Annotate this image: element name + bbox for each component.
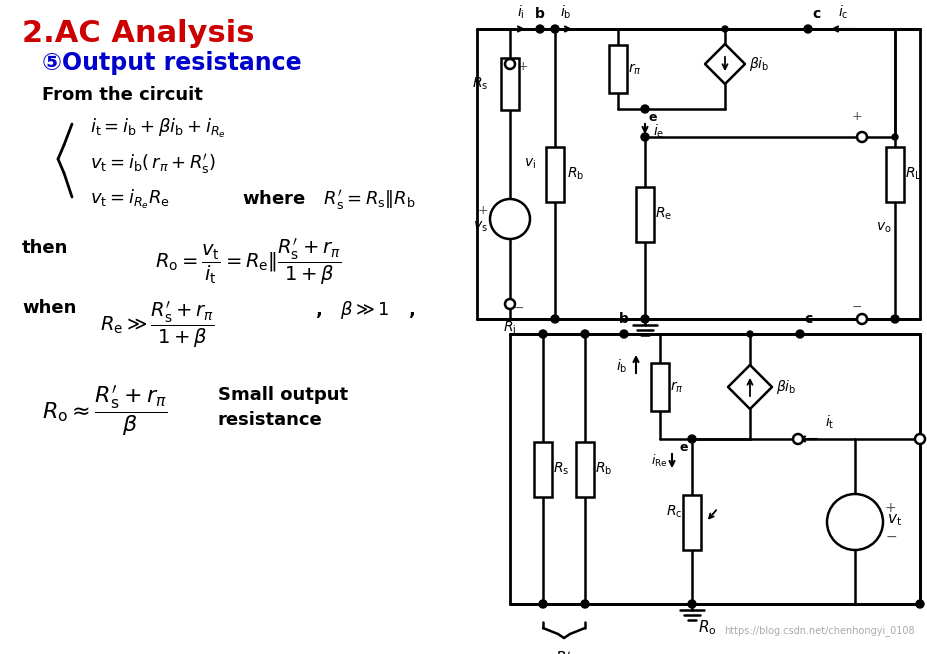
Polygon shape xyxy=(705,44,745,84)
Circle shape xyxy=(747,331,753,337)
Circle shape xyxy=(641,315,649,323)
Text: +: + xyxy=(477,205,488,218)
Bar xyxy=(534,441,552,496)
Circle shape xyxy=(688,435,696,443)
Text: then: then xyxy=(22,239,69,257)
Text: +: + xyxy=(852,110,862,123)
Circle shape xyxy=(490,199,530,239)
Bar xyxy=(609,45,627,93)
Circle shape xyxy=(916,435,924,443)
Text: b: b xyxy=(619,312,629,326)
Text: $i_{\mathrm{t}}$: $i_{\mathrm{t}}$ xyxy=(825,413,834,431)
Text: $r_{\pi}$: $r_{\pi}$ xyxy=(628,61,641,77)
Bar xyxy=(576,441,594,496)
Circle shape xyxy=(505,59,515,69)
Text: From the circuit: From the circuit xyxy=(42,86,203,104)
Text: $i_{\mathrm{i}}$: $i_{\mathrm{i}}$ xyxy=(517,4,525,21)
Text: 2.AC Analysis: 2.AC Analysis xyxy=(22,19,255,48)
Text: c: c xyxy=(812,7,820,21)
Text: $v_{\mathrm{t}}$: $v_{\mathrm{t}}$ xyxy=(887,512,902,528)
Bar xyxy=(886,146,904,201)
Text: $R_{\mathrm{b}}$: $R_{\mathrm{b}}$ xyxy=(567,166,584,182)
Text: $R_{\mathrm{o}} = \dfrac{v_{\mathrm{t}}}{i_{\mathrm{t}}} = R_{\mathrm{e}} \| \df: $R_{\mathrm{o}} = \dfrac{v_{\mathrm{t}}}… xyxy=(155,236,341,286)
Text: $v_{\mathrm{t}} = i_{\mathrm{b}}(\, r_{\pi} + R_{\mathrm{s}}^{\prime})$: $v_{\mathrm{t}} = i_{\mathrm{b}}(\, r_{\… xyxy=(90,152,216,176)
Text: $i_{\mathrm{t}} = i_{\mathrm{b}} + \beta i_{\mathrm{b}} + i_{R_e}$: $i_{\mathrm{t}} = i_{\mathrm{b}} + \beta… xyxy=(90,117,226,140)
Circle shape xyxy=(915,434,925,444)
Bar xyxy=(501,58,519,110)
Text: $v_{\mathrm{o}}$: $v_{\mathrm{o}}$ xyxy=(876,221,892,235)
Bar xyxy=(651,363,669,411)
Text: e: e xyxy=(679,441,688,454)
Text: $R_{\mathrm{s}}$: $R_{\mathrm{s}}$ xyxy=(472,76,488,92)
Circle shape xyxy=(641,133,649,141)
Circle shape xyxy=(827,494,883,550)
Text: c: c xyxy=(804,312,812,326)
Text: $-$: $-$ xyxy=(885,529,897,543)
Text: $v_{\mathrm{s}}$: $v_{\mathrm{s}}$ xyxy=(473,220,488,234)
Text: Small output
resistance: Small output resistance xyxy=(218,386,349,429)
Text: $R_{\mathrm{c}}$: $R_{\mathrm{c}}$ xyxy=(666,504,682,520)
Text: $-$: $-$ xyxy=(851,300,862,313)
Text: $R_{\mathrm{o}} \approx \dfrac{R_{\mathrm{s}}^{\prime} + r_{\pi}}{\beta}$: $R_{\mathrm{o}} \approx \dfrac{R_{\mathr… xyxy=(42,384,168,438)
Text: https://blog.csdn.net/chenhongyi_0108: https://blog.csdn.net/chenhongyi_0108 xyxy=(724,625,915,636)
Text: $R_{\mathrm{b}}$: $R_{\mathrm{b}}$ xyxy=(595,461,613,477)
Circle shape xyxy=(722,26,728,32)
Text: $i_{\mathrm{b}}$: $i_{\mathrm{b}}$ xyxy=(560,4,572,21)
Circle shape xyxy=(539,330,547,338)
Circle shape xyxy=(857,132,867,142)
Text: $R_{\mathrm{s}}$: $R_{\mathrm{s}}$ xyxy=(553,461,569,477)
Text: e: e xyxy=(649,111,657,124)
Circle shape xyxy=(641,105,649,113)
Text: $\beta i_{\mathrm{b}}$: $\beta i_{\mathrm{b}}$ xyxy=(776,378,796,396)
Circle shape xyxy=(581,330,589,338)
Text: $R_{\mathrm{e}} \gg \dfrac{R_{\mathrm{s}}^{\prime} + r_{\pi}}{1+\beta}$: $R_{\mathrm{e}} \gg \dfrac{R_{\mathrm{s}… xyxy=(100,299,214,350)
Text: $r_{\pi}$: $r_{\pi}$ xyxy=(670,379,684,395)
Text: +: + xyxy=(885,501,896,515)
Text: $v_{\mathrm{i}}$: $v_{\mathrm{i}}$ xyxy=(524,157,536,171)
Text: $v_{\mathrm{t}} = i_{R_e} R_{\mathrm{e}}$: $v_{\mathrm{t}} = i_{R_e} R_{\mathrm{e}}… xyxy=(90,188,170,211)
Polygon shape xyxy=(728,365,772,409)
Text: $i_{\mathrm{c}}$: $i_{\mathrm{c}}$ xyxy=(838,4,848,21)
Text: +: + xyxy=(518,61,528,73)
Circle shape xyxy=(551,25,559,33)
Circle shape xyxy=(804,25,812,33)
Text: $R_{\mathrm{e}}$: $R_{\mathrm{e}}$ xyxy=(655,206,672,222)
Text: $\beta i_{\mathrm{b}}$: $\beta i_{\mathrm{b}}$ xyxy=(749,55,769,73)
Text: $-$: $-$ xyxy=(513,300,524,313)
Bar xyxy=(636,186,654,241)
Circle shape xyxy=(505,299,515,309)
Text: b: b xyxy=(535,7,545,21)
Circle shape xyxy=(688,600,696,608)
Circle shape xyxy=(892,134,898,140)
Text: $i_{\mathrm{Re}}$: $i_{\mathrm{Re}}$ xyxy=(652,453,668,469)
Text: $i_{\mathrm{b}}$: $i_{\mathrm{b}}$ xyxy=(616,357,628,375)
Text: $R_{\mathrm{s}}^{\prime}$: $R_{\mathrm{s}}^{\prime}$ xyxy=(555,650,573,654)
Circle shape xyxy=(536,25,544,33)
Text: $R_{\mathrm{L}}$: $R_{\mathrm{L}}$ xyxy=(905,166,922,182)
Circle shape xyxy=(620,330,628,338)
Circle shape xyxy=(857,314,867,324)
Circle shape xyxy=(551,315,559,323)
Circle shape xyxy=(793,434,803,444)
Circle shape xyxy=(796,330,804,338)
Text: $R_{\mathrm{i}}$: $R_{\mathrm{i}}$ xyxy=(503,320,516,336)
Text: $i_{\mathrm{e}}$: $i_{\mathrm{e}}$ xyxy=(653,122,665,140)
Bar xyxy=(683,494,701,549)
Circle shape xyxy=(581,600,589,608)
Circle shape xyxy=(916,600,924,608)
Text: ⑤Output resistance: ⑤Output resistance xyxy=(42,51,301,75)
Text: where   $R_{\mathrm{s}}^{\prime} = R_{\mathrm{s}} \| R_{\mathrm{b}}$: where $R_{\mathrm{s}}^{\prime} = R_{\mat… xyxy=(242,188,415,212)
Bar xyxy=(546,146,564,201)
Text: when: when xyxy=(22,299,76,317)
Text: ,   $\beta \gg 1$   ,: , $\beta \gg 1$ , xyxy=(315,299,415,321)
Circle shape xyxy=(539,600,547,608)
Text: $R_{\mathrm{o}}$: $R_{\mathrm{o}}$ xyxy=(698,618,717,637)
Text: $-$: $-$ xyxy=(508,230,519,243)
Circle shape xyxy=(891,315,899,323)
